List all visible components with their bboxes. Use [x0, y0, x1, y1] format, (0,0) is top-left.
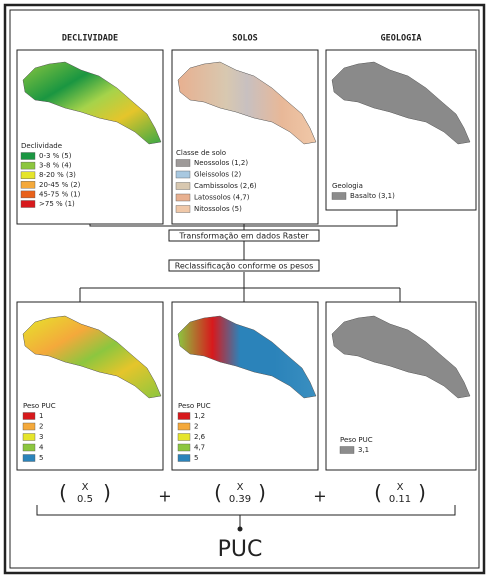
legend-label: 0-3 % (5) [39, 152, 72, 160]
legend-swatch [175, 182, 191, 190]
paren-close: ) [418, 481, 426, 505]
legend-label: 5 [194, 454, 198, 462]
plus: + [313, 487, 326, 506]
legend-swatch [20, 200, 36, 208]
plus: + [158, 487, 171, 506]
weight: 0.11 [389, 494, 411, 505]
legend-title: Peso PUC [23, 402, 56, 410]
weight: 0.39 [229, 494, 251, 505]
legend-title: Geologia [332, 182, 363, 190]
legend-label: 3-8 % (4) [39, 162, 72, 170]
legend-swatch [177, 433, 191, 441]
legend-label: 8-20 % (3) [39, 171, 76, 179]
operator: X [397, 482, 404, 493]
operator: X [237, 482, 244, 493]
weight: 0.5 [77, 494, 93, 505]
legend-swatch [177, 443, 191, 452]
column-title: GEOLOGIA [381, 34, 422, 44]
legend-swatch [177, 454, 191, 462]
legend-label: 1 [39, 412, 43, 420]
legend-swatch [20, 181, 36, 189]
legend-swatch [175, 159, 191, 167]
legend-swatch [175, 205, 191, 213]
result: PUC [218, 537, 263, 562]
legend-swatch [177, 422, 191, 431]
paren-close: ) [103, 481, 111, 505]
bracket [36, 505, 456, 528]
legend-label: 2 [194, 423, 198, 431]
legend-title: Peso PUC [340, 436, 373, 444]
connector [79, 210, 401, 302]
legend-label: 20-45 % (2) [39, 181, 81, 189]
legend-swatch [22, 433, 36, 441]
legend-swatch [339, 446, 355, 454]
step-label: Transformação em dados Raster [178, 231, 309, 240]
legend-label: 1,2 [194, 412, 205, 420]
legend-label: Neossolos (1,2) [194, 159, 248, 167]
legend-label: 3 [39, 433, 43, 441]
legend-label: Basalto (3,1) [350, 192, 395, 200]
legend-label: Latossolos (4,7) [194, 194, 250, 202]
operator: X [82, 482, 89, 493]
legend-label: 3,1 [358, 446, 369, 454]
step-label: Reclassificação conforme os pesos [175, 261, 314, 270]
legend-title: Classe de solo [176, 149, 226, 157]
legend-swatch [22, 422, 36, 431]
legend-label: 4 [39, 444, 44, 452]
legend-swatch [177, 412, 191, 420]
step-box [168, 259, 320, 272]
legend-label: 45-75 % (1) [39, 190, 81, 198]
legend-swatch [20, 171, 36, 179]
column-title: SOLOS [232, 34, 258, 44]
inner-frame [9, 9, 480, 569]
legend-title: Peso PUC [178, 402, 211, 410]
paren-open: ( [214, 481, 222, 505]
paren-open: ( [59, 481, 67, 505]
paren-open: ( [374, 481, 382, 505]
legend-label: 4,7 [194, 444, 205, 452]
bracket-dot [237, 526, 243, 532]
outer-frame [3, 3, 486, 575]
legend-label: Nitossolos (5) [194, 205, 242, 213]
legend-swatch [20, 161, 36, 170]
step-box [168, 229, 320, 242]
legend-swatch [175, 170, 191, 179]
legend-swatch [22, 454, 36, 462]
legend-swatch [175, 193, 191, 202]
legend-label: 2 [39, 423, 43, 431]
legend-swatch [20, 152, 36, 160]
legend-label: Cambissolos (2,6) [194, 182, 257, 190]
legend-title: Declividade [21, 142, 62, 150]
paren-close: ) [258, 481, 266, 505]
column-title: DECLIVIDADE [62, 34, 118, 44]
legend-label: 2,6 [194, 433, 206, 441]
legend-label: Gleissolos (2) [194, 171, 241, 179]
legend-swatch [20, 190, 36, 199]
legend-swatch [22, 412, 36, 420]
legend-swatch [22, 443, 36, 452]
legend-label: >75 % (1) [39, 200, 75, 208]
legend-swatch [331, 192, 347, 200]
legend-label: 5 [39, 454, 43, 462]
